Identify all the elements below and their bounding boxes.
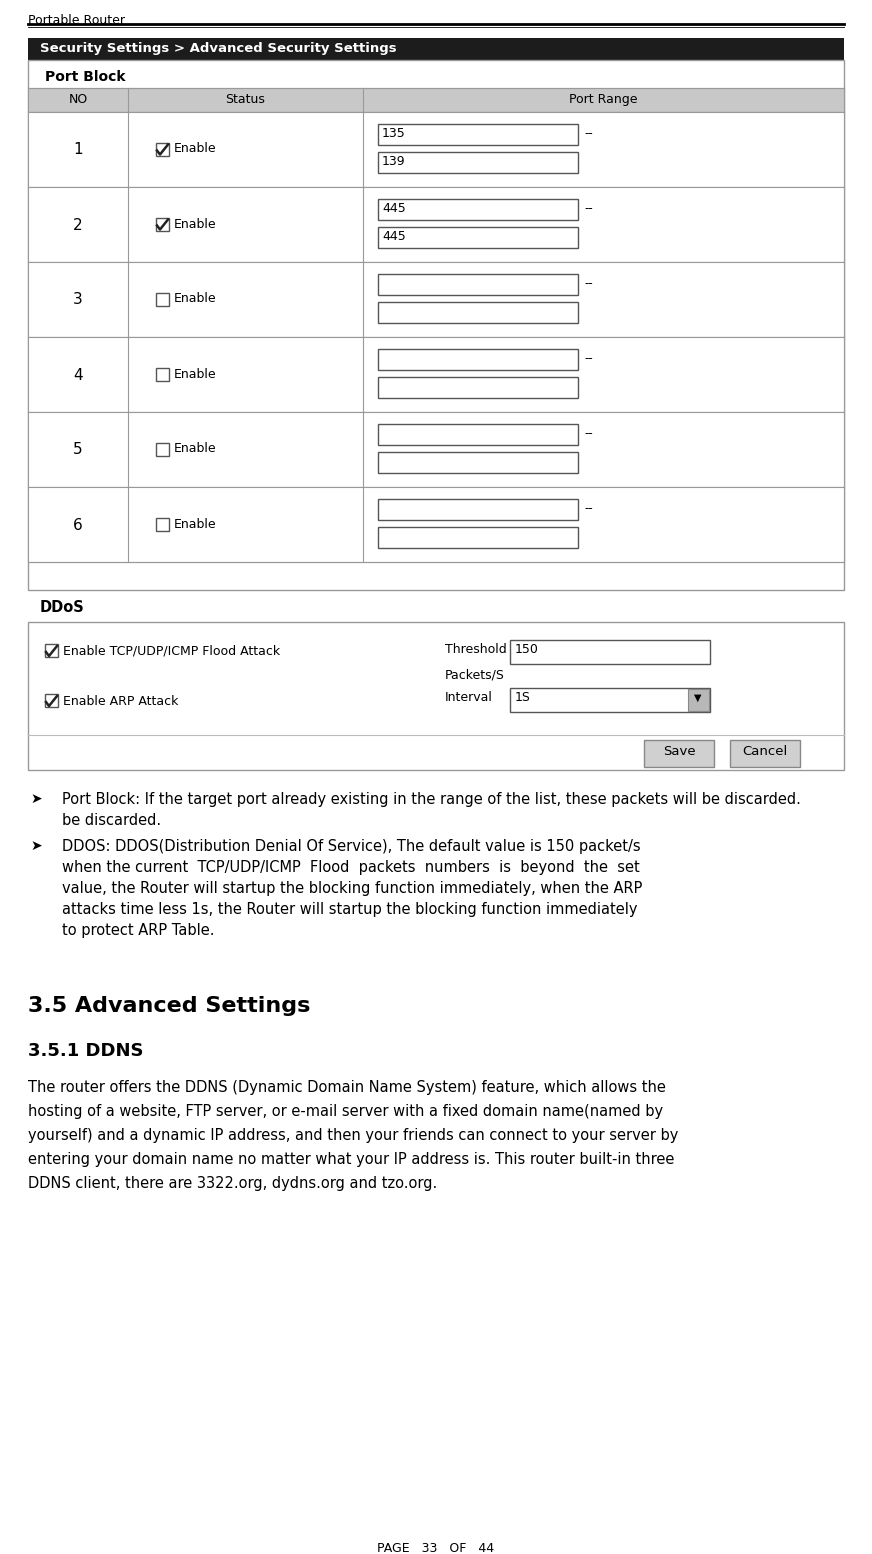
Bar [510, 688, 710, 712]
Bar [730, 740, 800, 768]
Text: Cancel: Cancel [742, 744, 787, 758]
Text: DDNS client, there are 3322.org, dydns.org and tzo.org.: DDNS client, there are 3322.org, dydns.o… [28, 1176, 437, 1190]
Text: Security Settings > Advanced Security Settings: Security Settings > Advanced Security Se… [40, 42, 397, 54]
Text: 5: 5 [73, 443, 83, 457]
Text: hosting of a website, FTP server, or e-mail server with a fixed domain name(name: hosting of a website, FTP server, or e-m… [28, 1103, 663, 1119]
Text: 3: 3 [73, 292, 83, 308]
Text: 2: 2 [73, 218, 83, 233]
Text: DDoS: DDoS [40, 600, 85, 615]
Text: ▼: ▼ [694, 693, 701, 702]
Text: Port Block: If the target port already existing in the range of the list, these : Port Block: If the target port already e… [62, 793, 800, 807]
Text: 135: 135 [382, 127, 405, 140]
Text: Packets/S: Packets/S [445, 670, 505, 682]
Bar [156, 292, 169, 306]
Text: ➤: ➤ [30, 793, 42, 807]
Text: yourself) and a dynamic IP address, and then your friends can connect to your se: yourself) and a dynamic IP address, and … [28, 1128, 678, 1144]
Bar [28, 112, 844, 186]
Bar [28, 622, 844, 769]
Bar [45, 643, 58, 657]
Text: 150: 150 [515, 643, 539, 656]
Text: 3.5.1 DDNS: 3.5.1 DDNS [28, 1043, 144, 1060]
Text: Enable ARP Attack: Enable ARP Attack [63, 695, 179, 709]
Text: --: -- [584, 427, 593, 440]
Text: attacks time less 1s, the Router will startup the blocking function immediately: attacks time less 1s, the Router will st… [62, 901, 637, 917]
Bar [28, 186, 844, 263]
Text: to protect ARP Table.: to protect ARP Table. [62, 923, 215, 939]
Text: --: -- [584, 353, 593, 365]
Text: PAGE   33   OF   44: PAGE 33 OF 44 [378, 1542, 494, 1554]
Bar [156, 143, 169, 155]
Text: Port Range: Port Range [569, 93, 637, 106]
Text: 6: 6 [73, 517, 83, 533]
Text: NO: NO [68, 93, 87, 106]
Bar [156, 443, 169, 455]
Bar [28, 412, 844, 486]
Text: Port Block: Port Block [45, 70, 126, 84]
Text: 445: 445 [382, 202, 405, 214]
Bar [378, 227, 578, 249]
Text: 1: 1 [73, 143, 83, 157]
Text: Enable: Enable [174, 143, 216, 155]
Text: Status: Status [226, 93, 265, 106]
Text: value, the Router will startup the blocking function immediately, when the ARP: value, the Router will startup the block… [62, 881, 643, 897]
Bar [378, 424, 578, 444]
Bar [378, 452, 578, 472]
Bar [28, 89, 844, 112]
Bar [378, 274, 578, 295]
Bar [378, 499, 578, 521]
Bar [644, 740, 714, 768]
Text: Enable: Enable [174, 443, 216, 455]
Bar [378, 378, 578, 398]
Text: 4: 4 [73, 367, 83, 382]
Text: when the current  TCP/UDP/ICMP  Flood  packets  numbers  is  beyond  the  set: when the current TCP/UDP/ICMP Flood pack… [62, 859, 640, 875]
Bar [156, 218, 169, 230]
Text: Enable: Enable [174, 218, 216, 230]
Bar [378, 124, 578, 145]
Text: DDOS: DDOS(Distribution Denial Of Service), The default value is 150 packet/s: DDOS: DDOS(Distribution Denial Of Servic… [62, 839, 641, 855]
Bar [378, 152, 578, 172]
Text: Interval: Interval [445, 692, 493, 704]
Bar [45, 695, 58, 707]
Bar [28, 263, 844, 337]
Text: 139: 139 [382, 155, 405, 168]
Text: --: -- [584, 202, 593, 214]
Bar [28, 337, 844, 412]
Bar [378, 301, 578, 323]
Bar [28, 486, 844, 563]
Text: Enable: Enable [174, 367, 216, 381]
Text: 3.5 Advanced Settings: 3.5 Advanced Settings [28, 996, 310, 1016]
Text: 1S: 1S [515, 692, 531, 704]
Bar [510, 640, 710, 664]
Text: --: -- [584, 127, 593, 140]
Bar [688, 688, 709, 712]
Text: Enable: Enable [174, 292, 216, 306]
Bar [156, 367, 169, 381]
Bar [378, 527, 578, 549]
Text: Threshold: Threshold [445, 643, 507, 656]
Bar [28, 37, 844, 61]
Text: Enable TCP/UDP/ICMP Flood Attack: Enable TCP/UDP/ICMP Flood Attack [63, 645, 280, 657]
Bar [378, 199, 578, 221]
Text: ➤: ➤ [30, 839, 42, 853]
Text: Portable Router: Portable Router [28, 14, 125, 26]
Text: Save: Save [663, 744, 695, 758]
Bar [378, 350, 578, 370]
Text: --: -- [584, 277, 593, 291]
Bar [156, 517, 169, 530]
Bar [28, 61, 844, 591]
Text: entering your domain name no matter what your IP address is. This router built-i: entering your domain name no matter what… [28, 1152, 674, 1167]
Text: 445: 445 [382, 230, 405, 242]
Text: Enable: Enable [174, 517, 216, 530]
Text: The router offers the DDNS (Dynamic Domain Name System) feature, which allows th: The router offers the DDNS (Dynamic Doma… [28, 1080, 666, 1096]
Text: be discarded.: be discarded. [62, 813, 161, 828]
Text: --: -- [584, 502, 593, 514]
